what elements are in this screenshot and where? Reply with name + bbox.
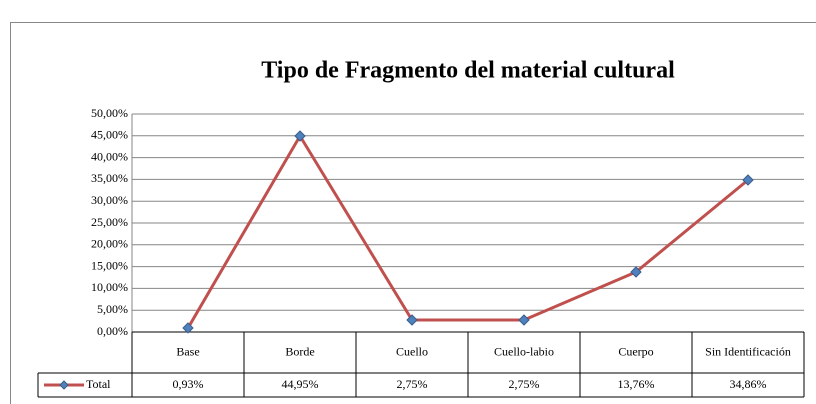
y-tick-label: 45,00% [91, 128, 128, 142]
line [186, 133, 749, 329]
x-tick-label: Cuello-labio [494, 344, 554, 358]
y-tick-label: 40,00% [91, 149, 128, 163]
chart-title: Tipo de Fragmento del material cultural [261, 58, 675, 84]
y-tick-label: 5,00% [97, 302, 128, 316]
marker [518, 314, 530, 326]
chart-frame [10, 22, 816, 404]
y-tick-label: 10,00% [91, 280, 128, 294]
value-label: 2,75% [397, 377, 428, 391]
x-tick-label: Sin Identificación [705, 344, 791, 358]
y-tick-label: 20,00% [91, 237, 128, 251]
y-tick-label: 50,00% [91, 106, 128, 120]
legend-label: Total [86, 377, 111, 391]
legend-marker [59, 380, 69, 390]
y-tick-label: 30,00% [91, 193, 128, 207]
y-tick-label: 35,00% [91, 171, 128, 185]
x-tick-label: Cuello [396, 344, 428, 358]
x-tick-label: Base [176, 344, 199, 358]
value-label: 2,75% [509, 377, 540, 391]
value-label: 44,95% [282, 377, 319, 391]
value-label: 0,93% [173, 377, 204, 391]
y-tick-label: 15,00% [91, 258, 128, 272]
x-tick-label: Cuerpo [618, 344, 653, 358]
x-tick-label: Borde [285, 344, 314, 358]
marker [630, 266, 642, 278]
marker [182, 322, 194, 334]
marker [294, 130, 306, 142]
marker [406, 314, 418, 326]
y-tick-label: 0,00% [97, 324, 128, 338]
value-label: 34,86% [730, 377, 767, 391]
value-label: 13,76% [618, 377, 655, 391]
y-tick-label: 25,00% [91, 215, 128, 229]
marker [742, 174, 754, 186]
